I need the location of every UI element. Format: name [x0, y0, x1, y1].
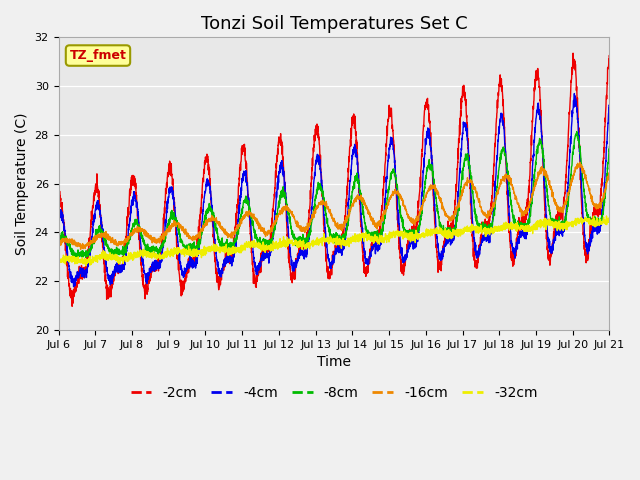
-2cm	[605, 53, 613, 59]
-32cm	[603, 213, 611, 219]
-16cm	[536, 170, 543, 176]
-16cm	[266, 229, 274, 235]
-4cm	[290, 268, 298, 274]
-8cm	[266, 239, 274, 244]
-16cm	[77, 247, 84, 252]
-2cm	[68, 303, 76, 309]
X-axis label: Time: Time	[317, 355, 351, 369]
-8cm	[150, 247, 158, 252]
-8cm	[595, 220, 603, 226]
-4cm	[70, 284, 77, 289]
-8cm	[573, 129, 580, 134]
-2cm	[595, 203, 603, 209]
-4cm	[605, 104, 613, 109]
-2cm	[569, 50, 577, 56]
-32cm	[118, 254, 125, 260]
-32cm	[290, 240, 298, 246]
-4cm	[150, 268, 158, 274]
-8cm	[82, 254, 90, 260]
-4cm	[266, 249, 274, 255]
Title: Tonzi Soil Temperatures Set C: Tonzi Soil Temperatures Set C	[201, 15, 467, 33]
Line: -8cm: -8cm	[58, 132, 609, 257]
-32cm	[150, 254, 158, 260]
Text: TZ_fmet: TZ_fmet	[70, 49, 127, 62]
-16cm	[576, 159, 584, 165]
-16cm	[150, 235, 158, 240]
-4cm	[536, 107, 543, 113]
-32cm	[83, 263, 90, 269]
-4cm	[54, 220, 62, 226]
-4cm	[570, 91, 578, 96]
-32cm	[54, 257, 62, 263]
-2cm	[150, 260, 158, 266]
-4cm	[595, 226, 603, 232]
-2cm	[290, 274, 298, 280]
-16cm	[290, 215, 298, 221]
Y-axis label: Soil Temperature (C): Soil Temperature (C)	[15, 112, 29, 255]
-4cm	[118, 264, 125, 269]
-2cm	[54, 194, 62, 200]
-32cm	[595, 220, 603, 226]
Line: -32cm: -32cm	[58, 216, 609, 266]
-2cm	[266, 247, 274, 253]
-2cm	[118, 266, 125, 272]
-32cm	[536, 219, 543, 225]
-16cm	[118, 240, 125, 246]
-16cm	[595, 203, 603, 208]
-8cm	[536, 137, 543, 143]
-32cm	[605, 218, 613, 224]
-16cm	[605, 171, 613, 177]
-8cm	[118, 250, 125, 255]
-16cm	[54, 239, 62, 245]
-8cm	[290, 232, 298, 238]
-8cm	[54, 241, 62, 247]
Line: -2cm: -2cm	[58, 53, 609, 306]
Line: -4cm: -4cm	[58, 94, 609, 287]
-2cm	[536, 85, 543, 91]
-32cm	[266, 244, 274, 250]
Line: -16cm: -16cm	[58, 162, 609, 250]
-8cm	[605, 144, 613, 150]
Legend: -2cm, -4cm, -8cm, -16cm, -32cm: -2cm, -4cm, -8cm, -16cm, -32cm	[125, 380, 543, 405]
